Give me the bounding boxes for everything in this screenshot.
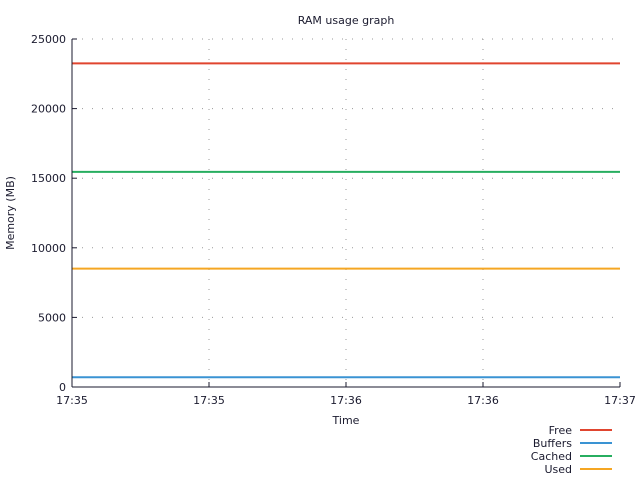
x-axis-label: Time xyxy=(332,414,360,427)
legend-label: Free xyxy=(549,424,573,437)
y-tick-label: 0 xyxy=(59,381,66,394)
x-tick-label: 17:35 xyxy=(193,394,225,407)
x-tick-label: 17:36 xyxy=(330,394,362,407)
x-axis-ticks: 17:35 17:35 17:36 17:36 17:37 xyxy=(56,382,636,407)
y-tick-label: 20000 xyxy=(31,103,66,116)
grid xyxy=(72,38,620,387)
legend-label: Buffers xyxy=(533,437,572,450)
legend-label: Used xyxy=(544,463,572,476)
y-axis-label: Memory (MB) xyxy=(4,176,17,250)
x-tick-label: 17:35 xyxy=(56,394,88,407)
y-tick-label: 10000 xyxy=(31,242,66,255)
chart-title: RAM usage graph xyxy=(298,14,395,27)
y-tick-label: 25000 xyxy=(31,33,66,46)
y-axis-ticks: 0 5000 10000 15000 20000 25000 xyxy=(31,33,77,394)
x-tick-label: 17:37 xyxy=(604,394,636,407)
y-tick-label: 5000 xyxy=(38,311,66,324)
series-lines xyxy=(72,62,620,379)
legend-label: Cached xyxy=(531,450,572,463)
y-tick-label: 15000 xyxy=(31,172,66,185)
x-tick-label: 17:36 xyxy=(467,394,499,407)
